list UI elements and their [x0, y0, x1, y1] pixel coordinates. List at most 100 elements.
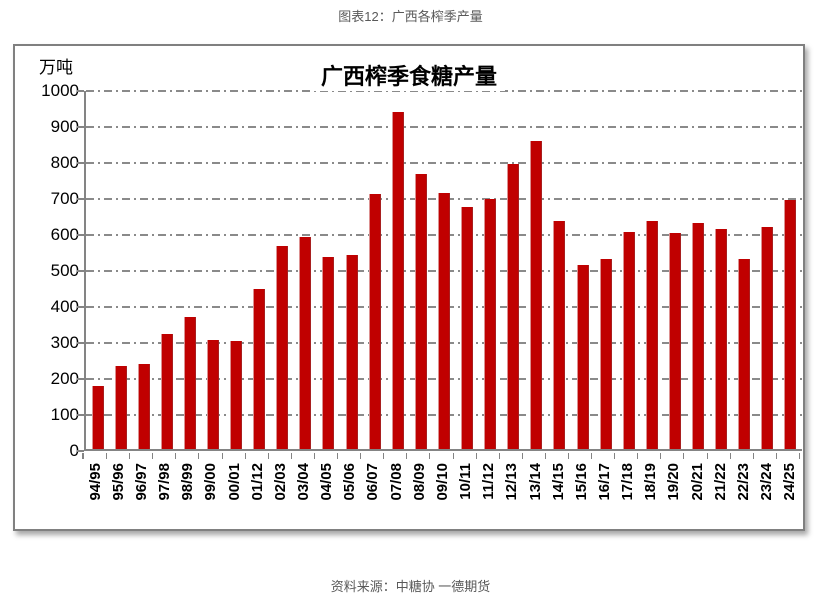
bar-20/21 [691, 222, 704, 449]
x-axis-tick [199, 453, 223, 459]
y-axis-tick [77, 162, 84, 164]
y-tick-label: 700 [50, 189, 79, 208]
x-tick-label: 23/24 [758, 463, 776, 501]
bar-23/24 [761, 226, 774, 449]
x-axis-ticks [82, 453, 800, 459]
x-label-slot: 08/09 [408, 459, 431, 529]
y-axis-tick [77, 198, 84, 200]
x-label-slot: 99/00 [200, 459, 223, 529]
y-axis-tick [77, 450, 84, 452]
bar-04/05 [322, 257, 335, 449]
data-source-caption: 资料来源：中糖协 一德期货 [330, 579, 491, 594]
x-label-slot: 03/04 [292, 459, 315, 529]
y-axis-unit-label: 万吨 [39, 58, 73, 77]
x-label-slot: 01/12 [246, 459, 269, 529]
gridline [86, 162, 802, 164]
x-tick-label: 16/17 [596, 463, 614, 501]
x-label-slot: 94/95 [84, 459, 107, 529]
bar-24/25 [784, 199, 797, 449]
bar-00/01 [230, 341, 243, 449]
x-axis-tick [454, 453, 477, 459]
bar-09/10 [437, 193, 450, 449]
x-label-slot: 07/08 [385, 459, 408, 529]
bar-slot [432, 91, 455, 449]
x-label-slot: 20/21 [686, 459, 709, 529]
x-axis-tick [477, 453, 500, 459]
bar-14/15 [553, 220, 566, 449]
x-axis-tick [708, 453, 731, 459]
x-axis-tick [638, 453, 662, 459]
y-tick-label: 500 [50, 261, 79, 280]
x-axis-tick [546, 453, 569, 459]
figure-caption: 图表12：广西各榨季产量 [338, 9, 483, 24]
x-axis-tick [777, 453, 800, 459]
bar-slot [225, 91, 248, 449]
y-tick-label: 900 [50, 117, 79, 136]
x-label-slot: 15/16 [570, 459, 593, 529]
x-axis-tick [153, 453, 177, 459]
chart-frame: 万吨 广西榨季食糖产量 0 100 200 300 400 500 600 700 800 900… [13, 44, 805, 531]
bar-slot [109, 91, 132, 449]
x-axis-tick [407, 453, 431, 459]
x-tick-label: 96/97 [132, 463, 150, 501]
bar-01/12 [253, 288, 266, 449]
x-tick-label: 21/22 [711, 463, 729, 501]
x-axis-tick [615, 453, 639, 459]
y-axis-tick [77, 378, 84, 380]
x-tick-label: 95/96 [109, 463, 127, 501]
x-tick-label: 12/13 [503, 463, 521, 501]
x-tick-label: 15/16 [572, 463, 590, 501]
x-label-slot: 13/14 [524, 459, 547, 529]
bar-21/22 [715, 228, 728, 449]
bar-06/07 [368, 193, 381, 449]
y-tick-label: 100 [50, 405, 79, 424]
x-tick-label: 07/08 [387, 463, 405, 501]
y-axis-tick [77, 306, 84, 308]
x-tick-label: 05/06 [341, 463, 359, 501]
x-tick-label: 99/00 [202, 463, 220, 501]
gridline [86, 90, 802, 92]
y-tick-label: 800 [50, 153, 79, 172]
x-axis-tick [338, 453, 362, 459]
bar-slot [248, 91, 271, 449]
x-axis-tick [361, 453, 385, 459]
x-axis-tick [592, 453, 616, 459]
x-label-slot: 10/11 [455, 459, 478, 529]
x-label-slot: 14/15 [547, 459, 570, 529]
x-tick-label: 10/11 [457, 463, 475, 500]
x-axis-tick [684, 453, 708, 459]
y-axis-tick [77, 90, 84, 92]
plot-area [77, 90, 802, 452]
bar-slot [594, 91, 617, 449]
x-tick-label: 98/99 [179, 463, 197, 501]
x-axis-tick [315, 453, 339, 459]
x-axis-tick [500, 453, 523, 459]
bar-98/99 [183, 316, 196, 449]
bar-slot [456, 91, 479, 449]
y-tick-label: 0 [69, 441, 79, 460]
x-axis-tick [269, 453, 292, 459]
bar-16/17 [599, 258, 612, 449]
bar-slot [571, 91, 594, 449]
bar-slot [363, 91, 386, 449]
bar-slot [640, 91, 663, 449]
x-tick-label: 06/07 [364, 463, 382, 501]
x-tick-label: 19/20 [665, 463, 683, 501]
bar-slot [178, 91, 201, 449]
x-label-slot: 06/07 [362, 459, 385, 529]
y-tick-label: 400 [50, 297, 79, 316]
x-label-slot: 17/18 [617, 459, 640, 529]
y-tick-label: 300 [50, 333, 79, 352]
x-tick-label: 11/12 [480, 463, 498, 500]
x-axis-labels: 94/95 95/96 96/97 97/98 98/99 99/00 00/01 01/12… [84, 459, 802, 529]
x-tick-label: 22/23 [734, 463, 752, 501]
y-axis-tick [77, 270, 84, 272]
x-axis-tick [569, 453, 593, 459]
y-tick-label: 600 [50, 225, 79, 244]
bar-slot [686, 91, 709, 449]
bar-22/23 [738, 259, 751, 449]
gridline [86, 126, 802, 128]
x-label-slot: 96/97 [130, 459, 153, 529]
x-axis-tick [292, 453, 315, 459]
